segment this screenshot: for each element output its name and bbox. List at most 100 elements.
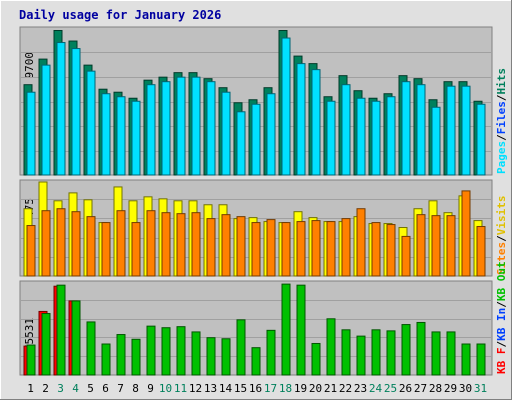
bar-pages-day-13 [206,81,216,176]
day-labels: 1 2 3 4 5 6 7 8 9 10 11 12 13 14 15 16 17 18 19 20 21 22 23 24 2… [27,382,487,395]
bar-sites-day-12 [191,212,201,277]
bar-sites-day-16 [251,222,261,277]
bar-kbout-day-17 [266,329,276,376]
day-label-12: 12 [189,382,202,395]
bar-sites-day-18 [281,222,291,277]
bar-sites-day-2 [41,210,51,277]
legend-top-item-3: / [495,94,508,101]
bar-pages-day-19 [296,63,306,176]
bar-kbout-day-21 [326,318,336,376]
bar-sites-day-5 [86,216,96,277]
bar-pages-day-31 [476,103,486,176]
bar-kbout-day-7 [116,334,126,376]
day-label-26: 26 [399,382,412,395]
bar-kbout-day-6 [101,343,111,376]
bar-kbout-day-8 [131,338,141,376]
bar-pages-day-20 [311,69,321,176]
bar-pages-day-6 [101,93,111,176]
bar-pages-day-28 [431,106,441,176]
bar-pages-day-5 [86,70,96,176]
day-label-18: 18 [279,382,292,395]
bar-kbout-day-12 [191,331,201,376]
bar-kbout-day-16 [251,347,261,376]
bar-kbout-day-19 [296,284,306,376]
bar-kbout-day-27 [416,321,426,376]
day-label-8: 8 [132,382,139,395]
bar-kbout-day-1 [26,344,36,376]
day-label-20: 20 [309,382,322,395]
bar-sites-day-4 [71,211,81,277]
day-label-10: 10 [159,382,172,395]
bar-kbout-day-31 [476,343,486,376]
bar-pages-day-1 [26,91,36,176]
bar-pages-day-26 [401,81,411,176]
day-label-17: 17 [264,382,277,395]
bar-sites-day-11 [176,213,186,277]
bar-kbout-day-5 [86,321,96,376]
day-label-14: 14 [219,382,233,395]
bar-kbout-day-28 [431,331,441,376]
bar-pages-day-8 [131,100,141,176]
bar-kbout-day-18 [281,283,291,376]
bar-sites-day-22 [341,218,351,277]
bar-kbout-day-25 [386,330,396,376]
bar-pages-day-24 [371,100,381,176]
legend-bot-item-3: / [495,301,508,308]
day-label-23: 23 [354,382,367,395]
bar-sites-day-6 [101,222,111,277]
bar-sites-day-28 [431,215,441,277]
bar-pages-day-18 [281,37,291,176]
day-label-13: 13 [204,382,217,395]
bar-sites-day-14 [221,214,231,277]
bar-sites-day-26 [401,235,411,277]
day-label-9: 9 [147,382,154,395]
bar-kbout-day-20 [311,342,321,376]
legend-top-item-0: Pages [495,141,508,174]
bar-kbout-day-26 [401,324,411,376]
bar-sites-day-23 [356,208,366,277]
bar-pages-day-29 [446,85,456,176]
legend-bot-item-4: KB Out [495,261,508,301]
bar-pages-day-21 [326,100,336,176]
day-label-22: 22 [339,382,352,395]
day-label-4: 4 [72,382,79,395]
legend-top-item-1: / [495,134,508,141]
legend-sites-visits: Sites/Visits [495,196,508,276]
bar-sites-day-30 [461,190,471,277]
bar-kbout-day-23 [356,335,366,376]
bar-pages-day-9 [146,84,156,176]
bar-sites-day-17 [266,219,276,277]
bar-sites-day-31 [476,226,486,277]
bar-pages-day-7 [116,96,126,176]
bar-kbout-day-2 [41,313,51,376]
legend-bot-item-2: KB In [495,308,508,341]
legend-mid-item-2: Visits [495,196,508,236]
bar-sites-day-24 [371,222,381,277]
bar-marks [21,30,491,376]
bar-pages-day-10 [161,81,171,176]
bar-pages-day-22 [341,84,351,176]
day-label-30: 30 [459,382,472,395]
bar-sites-day-25 [386,224,396,277]
bar-pages-day-16 [251,103,261,176]
bar-kbout-day-4 [71,300,81,376]
legend-mid-item-1: / [495,235,508,242]
bar-pages-day-15 [236,111,246,176]
day-label-21: 21 [324,382,337,395]
bar-kbout-day-24 [371,329,381,376]
bar-kbout-day-14 [221,338,231,376]
day-label-16: 16 [249,382,262,395]
bar-pages-day-4 [71,48,81,176]
day-label-28: 28 [429,382,442,395]
bar-sites-day-10 [161,212,171,277]
bar-pages-day-11 [176,76,186,176]
day-label-31: 31 [474,382,487,395]
bar-pages-day-3 [56,42,66,176]
bar-sites-day-21 [326,221,336,277]
bar-sites-day-20 [311,220,321,277]
bar-kbout-day-30 [461,343,471,376]
bar-pages-day-17 [266,93,276,176]
day-label-24: 24 [369,382,383,395]
